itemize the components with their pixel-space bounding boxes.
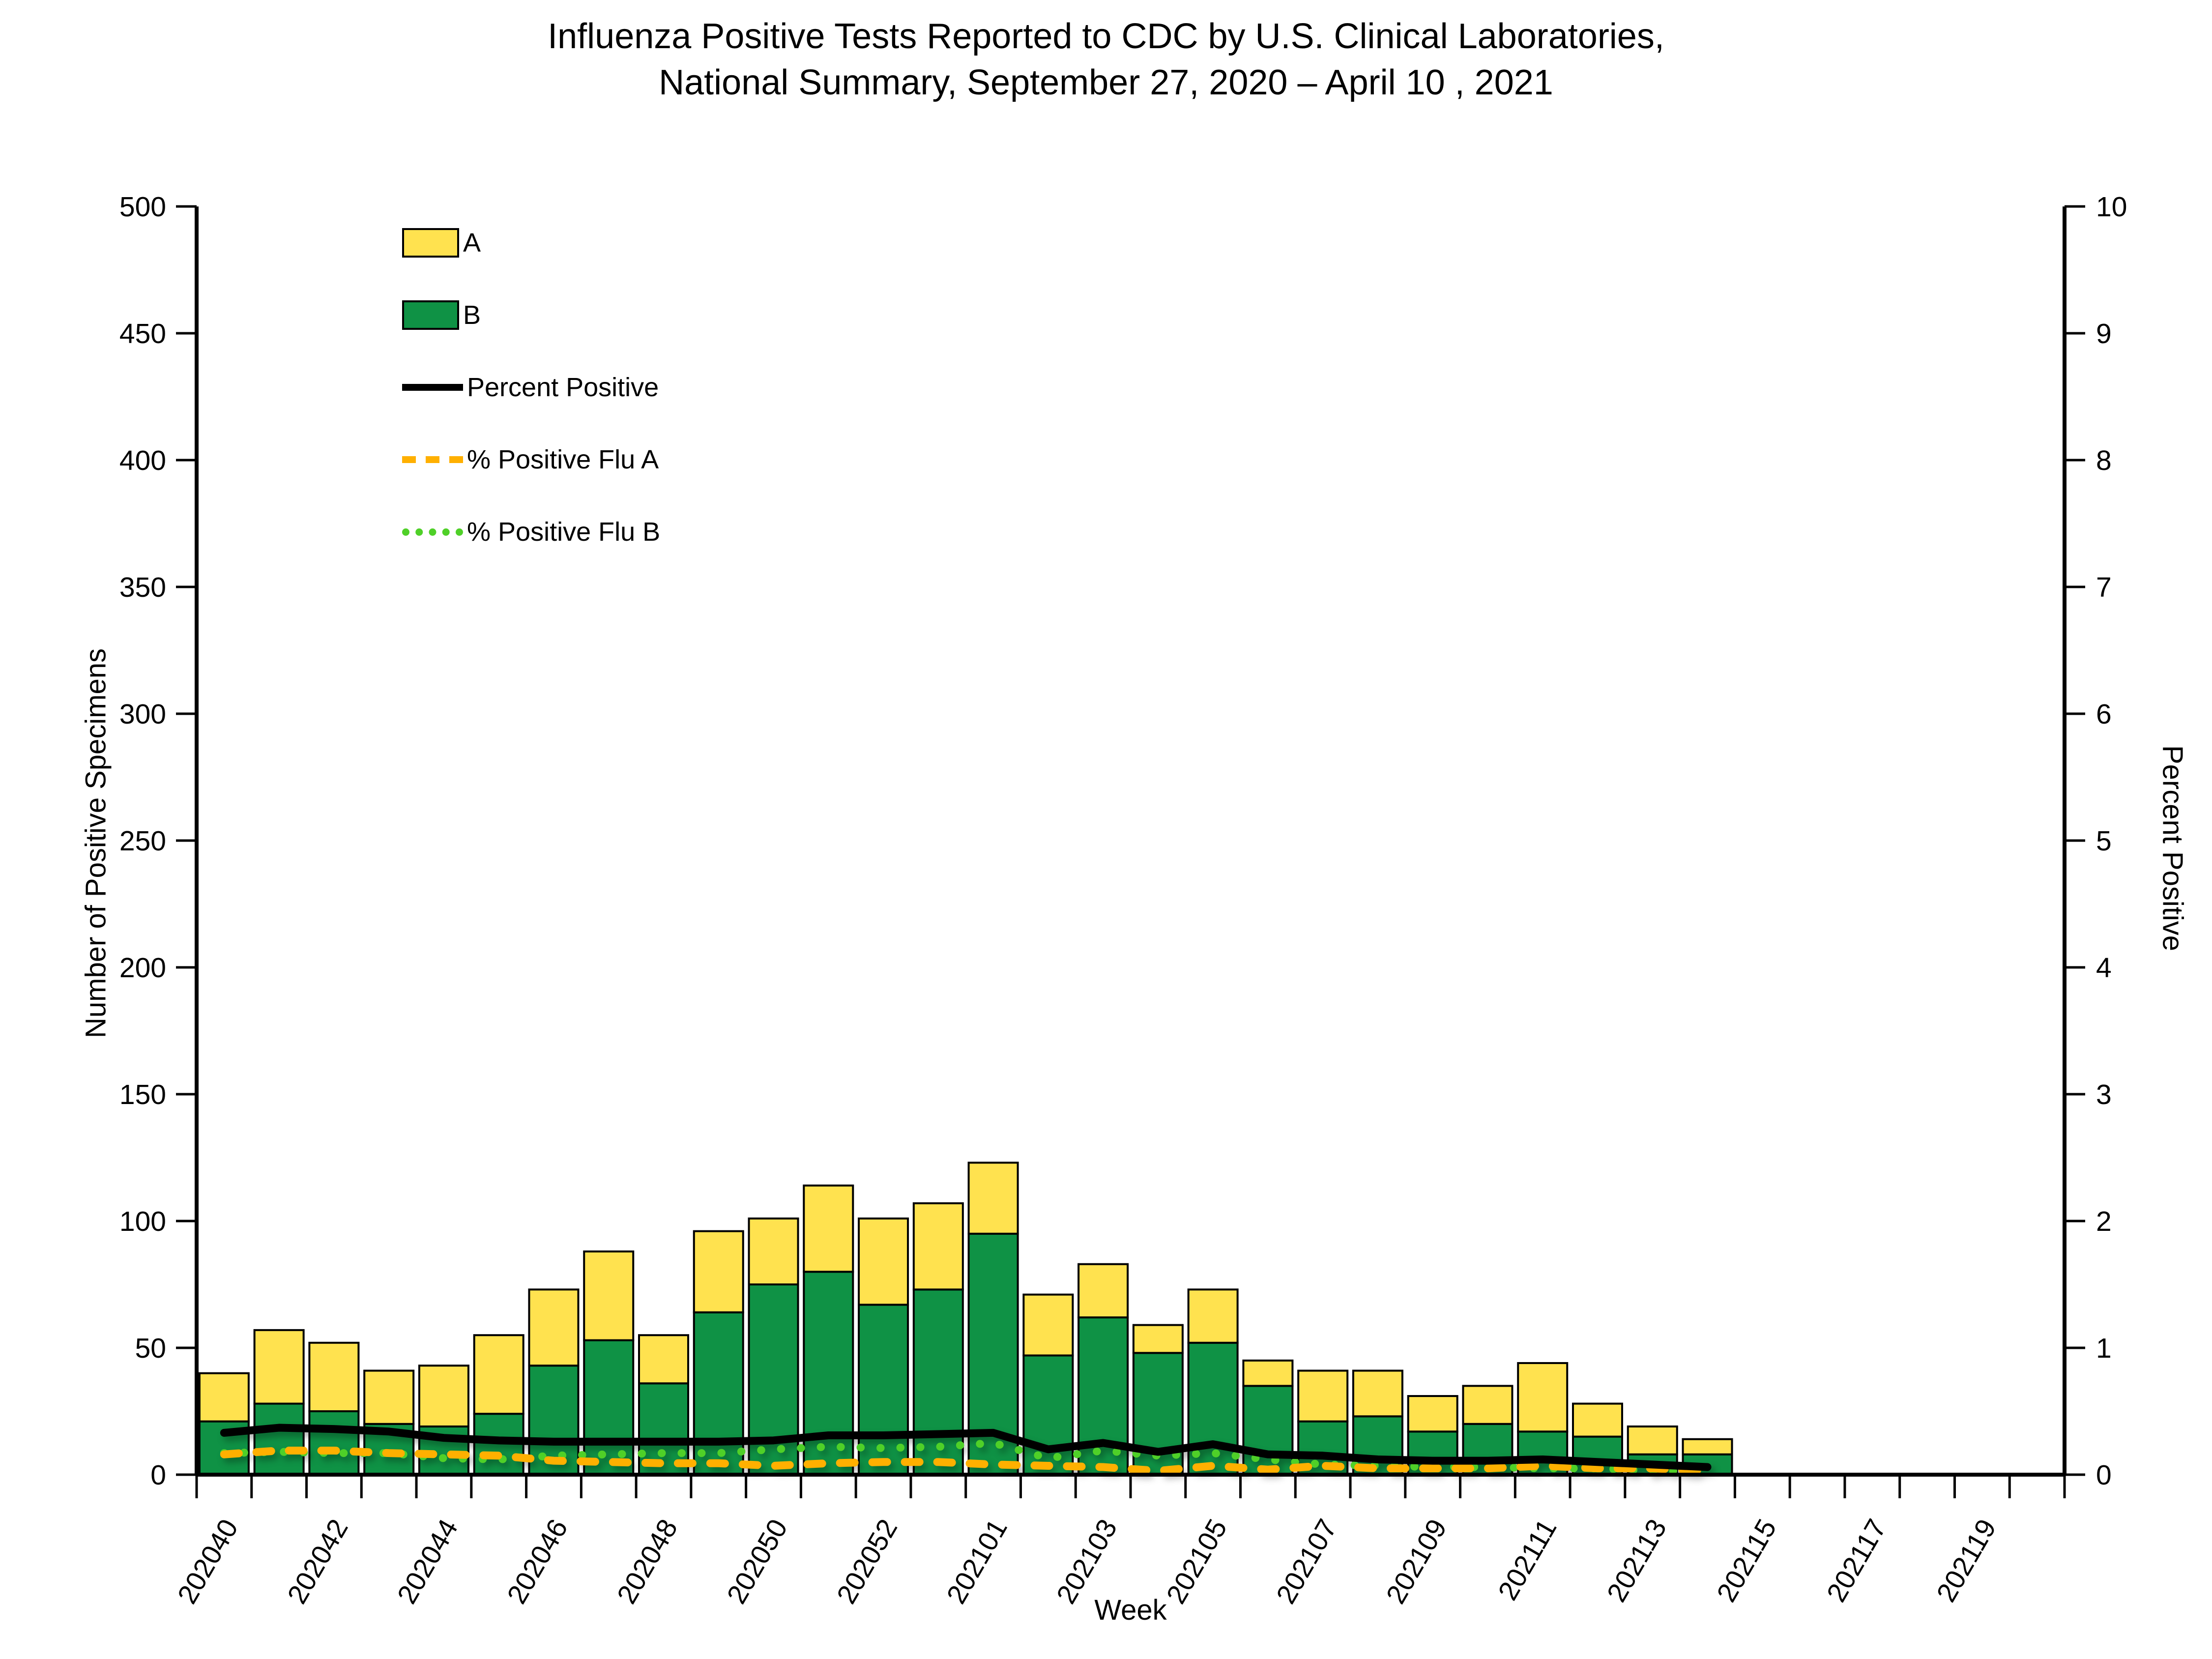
- y-left-label-250: 250: [119, 825, 166, 857]
- legend-label-pct-flu-b: % Positive Flu B: [467, 517, 661, 547]
- y-left-label-300: 300: [119, 699, 166, 730]
- bar-flu-a-202050: [748, 1217, 799, 1286]
- legend-swatch-pct-flu-b: [402, 528, 463, 536]
- bar-flu-a-202045: [473, 1334, 524, 1415]
- y-right-label-0: 0: [2096, 1459, 2112, 1491]
- line-pct-positive-flu-a: [220, 1446, 1712, 1475]
- axes-layer: [176, 205, 2085, 1498]
- bar-flu-a-202105: [1187, 1288, 1239, 1344]
- lines-layer: [220, 1424, 1712, 1475]
- bar-flu-a-202047: [583, 1250, 635, 1341]
- y-left-label-400: 400: [119, 445, 166, 476]
- x-label-202115: 202115: [1711, 1514, 1782, 1607]
- y-right-label-8: 8: [2096, 445, 2112, 476]
- y-left-label-350: 350: [119, 572, 166, 603]
- bar-flu-a-202052: [858, 1217, 909, 1306]
- bar-flu-a-202114: [1682, 1438, 1733, 1455]
- y-right-label-3: 3: [2096, 1079, 2112, 1110]
- bar-flu-b-202041: [253, 1402, 305, 1476]
- y-left-label-450: 450: [119, 318, 166, 349]
- y-axis-title-right: Percent Positive: [2156, 745, 2189, 952]
- line-percent-positive: [220, 1424, 1712, 1471]
- x-axis-title: Week: [1094, 1594, 1167, 1626]
- y-left-label-500: 500: [119, 191, 166, 223]
- bar-flu-a-202042: [308, 1341, 360, 1412]
- bar-flu-a-202049: [693, 1230, 744, 1313]
- bar-flu-b-202051: [803, 1271, 854, 1476]
- bar-flu-a-202040: [198, 1372, 250, 1423]
- legend-label-b: B: [463, 300, 481, 330]
- legend-label-pct-flu-a: % Positive Flu A: [467, 445, 659, 474]
- x-label-202117: 202117: [1820, 1514, 1892, 1607]
- bar-flu-a-202106: [1242, 1359, 1294, 1387]
- bar-flu-b-202106: [1242, 1385, 1294, 1476]
- legend-item-pct-flu-b: % Positive Flu B: [402, 516, 660, 548]
- bar-flu-b-202102: [1022, 1354, 1074, 1476]
- bar-flu-b-202050: [748, 1283, 799, 1476]
- legend-swatch-pct-flu-a: [402, 456, 463, 463]
- bar-flu-a-202109: [1407, 1395, 1458, 1433]
- legend-item-a: A: [402, 227, 660, 259]
- bar-flu-a-202051: [803, 1184, 854, 1273]
- y-right-label-2: 2: [2096, 1206, 2112, 1237]
- y-left-label-50: 50: [135, 1333, 166, 1364]
- y-left-label-150: 150: [119, 1079, 166, 1110]
- bar-flu-a-202046: [528, 1288, 580, 1367]
- legend: A B Percent Positive % Positive Flu A % …: [402, 227, 660, 588]
- legend-item-b: B: [402, 299, 660, 331]
- legend-swatch-a: [402, 228, 459, 258]
- legend-swatch-percent-positive: [402, 384, 463, 391]
- legend-item-pct-flu-a: % Positive Flu A: [402, 444, 660, 475]
- legend-swatch-b: [402, 300, 459, 330]
- y-right-label-4: 4: [2096, 952, 2112, 984]
- y-right-label-6: 6: [2096, 699, 2112, 730]
- bar-flu-a-202104: [1132, 1324, 1184, 1354]
- legend-item-percent-positive: Percent Positive: [402, 372, 660, 403]
- x-label-202119: 202119: [1930, 1514, 2002, 1607]
- chart-title: Influenza Positive Tests Reported to CDC…: [0, 14, 2212, 106]
- bar-flu-a-202107: [1297, 1369, 1349, 1423]
- bar-flu-a-202108: [1352, 1369, 1403, 1418]
- y-right-label-1: 1: [2096, 1333, 2112, 1364]
- bar-flu-a-202053: [912, 1202, 964, 1291]
- x-label-202111: 202111: [1492, 1514, 1563, 1605]
- bars-layer: [198, 1162, 1733, 1476]
- bar-flu-b-202046: [528, 1365, 580, 1476]
- chart-title-line2: National Summary, September 27, 2020 – A…: [659, 62, 1553, 102]
- legend-label-percent-positive: Percent Positive: [467, 373, 659, 402]
- bar-flu-a-202103: [1077, 1263, 1129, 1319]
- bar-flu-a-202102: [1022, 1293, 1074, 1357]
- legend-label-a: A: [463, 228, 481, 258]
- y-left-label-200: 200: [119, 952, 166, 984]
- y-right-label-7: 7: [2096, 572, 2112, 603]
- y-left-label-100: 100: [119, 1206, 166, 1237]
- bar-flu-a-202113: [1627, 1425, 1678, 1455]
- y-left-label-0: 0: [150, 1459, 166, 1491]
- y-right-label-9: 9: [2096, 318, 2112, 349]
- chart-title-line1: Influenza Positive Tests Reported to CDC…: [548, 17, 1664, 56]
- x-label-202113: 202113: [1601, 1514, 1672, 1607]
- bar-flu-a-202110: [1462, 1385, 1513, 1425]
- bar-flu-a-202111: [1517, 1362, 1569, 1433]
- y-axis-title-left: Number of Positive Specimens: [80, 648, 112, 1038]
- bar-flu-b-202042: [308, 1410, 360, 1476]
- bar-flu-b-202049: [693, 1311, 744, 1476]
- bar-flu-a-202048: [638, 1334, 689, 1385]
- y-tick-labels: 0 50 100 150 200 250 300 350 400 450 500 0 1 2 3 4 5 6 7 8 9…: [119, 191, 2127, 1491]
- bar-flu-a-202112: [1572, 1402, 1623, 1438]
- bar-flu-a-202043: [363, 1369, 415, 1425]
- y-right-label-10: 10: [2096, 191, 2127, 223]
- bar-flu-a-202041: [253, 1329, 305, 1405]
- y-right-label-5: 5: [2096, 825, 2112, 857]
- bar-flu-a-202101: [967, 1162, 1019, 1235]
- bar-flu-a-202044: [418, 1365, 469, 1427]
